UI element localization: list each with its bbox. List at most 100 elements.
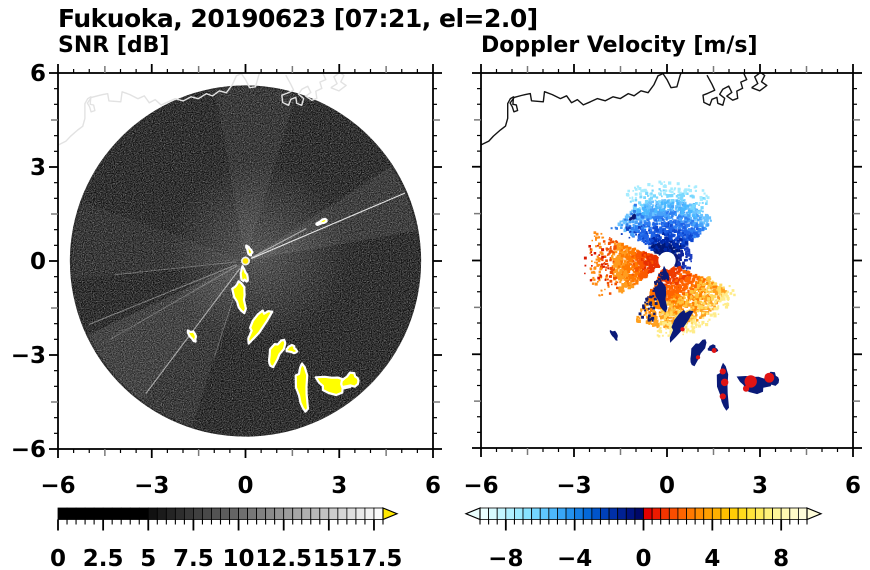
svg-text:15: 15: [313, 546, 345, 570]
doppler-colorbar-cell: [797, 507, 808, 520]
svg-text:4: 4: [704, 546, 720, 570]
snr-colorbar-cell: [373, 507, 384, 520]
doppler-colorbar-cell: [617, 507, 627, 520]
svg-text:0: 0: [635, 546, 651, 570]
doppler-colorbar-cell: [677, 507, 687, 520]
snr-axes: −6 −3 0 3 6 6 3 0 −3 −6: [11, 61, 442, 499]
doppler-colorbar-cell: [488, 507, 498, 520]
svg-text:17.5: 17.5: [346, 546, 403, 570]
svg-text:−4: −4: [557, 546, 592, 570]
doppler-red-patch: [764, 372, 775, 383]
doppler-red-patch: [680, 327, 685, 332]
coastline-right: [481, 73, 768, 146]
doppler-panel: [481, 73, 780, 411]
svg-text:6: 6: [30, 61, 46, 87]
doppler-colorbar-cell: [789, 507, 799, 520]
snr-colorbar-cell: [66, 507, 77, 520]
snr-colorbar-cell: [346, 507, 357, 520]
snr-colorbar-cell: [364, 507, 375, 520]
doppler-colorbar-cell: [557, 507, 567, 520]
snr-colorbar-cell: [57, 507, 68, 520]
coastline-left: [58, 73, 347, 146]
snr-echo-blob: [247, 309, 274, 345]
svg-text:−3: −3: [556, 473, 591, 499]
doppler-velocity-fans: [583, 180, 736, 338]
svg-text:6: 6: [425, 473, 441, 499]
snr-colorbar-cell: [328, 507, 339, 520]
snr-colorbar-cell: [310, 507, 321, 520]
snr-colorbar-cell: [229, 507, 239, 520]
coastline-path: [330, 73, 347, 92]
snr-colorbar-cell: [211, 507, 221, 520]
doppler-colorbar-cell: [634, 507, 644, 520]
svg-text:−3: −3: [134, 473, 169, 499]
svg-text:−6: −6: [463, 473, 498, 499]
doppler-colorbar-cell: [643, 507, 653, 520]
doppler-chain-blob: [662, 265, 670, 281]
snr-colorbar-cell: [337, 507, 348, 520]
doppler-red-patch: [711, 348, 717, 353]
doppler-stray-blob: [628, 213, 636, 221]
svg-text:−3: −3: [11, 343, 46, 369]
doppler-colorbar-cell: [600, 507, 610, 520]
doppler-colorbar-cell: [608, 507, 619, 520]
snr-colorbar-cell: [319, 507, 330, 520]
radar-site-dot: [242, 258, 249, 264]
svg-text:3: 3: [331, 473, 347, 499]
doppler-colorbar-cell: [625, 507, 636, 520]
svg-text:7.5: 7.5: [173, 546, 214, 570]
doppler-red-patch: [719, 368, 726, 375]
doppler-chain-blob: [690, 339, 707, 367]
snr-colorbar-cell: [174, 507, 185, 520]
doppler-colorbar-arrow-left: [464, 507, 481, 521]
snr-echo-chain: [186, 217, 360, 413]
doppler-colorbar-cell: [694, 507, 705, 520]
snr-colorbar-cell: [238, 507, 248, 520]
snr-colorbar-cell: [256, 507, 267, 520]
snr-echo-blob: [315, 217, 328, 226]
snr-panel-title: SNR [dB]: [58, 33, 170, 58]
snr-colorbar-cell: [283, 507, 294, 520]
doppler-colorbar-cell: [591, 507, 601, 520]
doppler-colorbar-cell: [548, 507, 558, 520]
doppler-colorbar-cell: [686, 507, 696, 520]
snr-colorbar-cell: [274, 507, 285, 520]
snr-colorbar-cell: [301, 507, 312, 520]
coastline-path: [751, 73, 768, 92]
doppler-colorbar-cell: [565, 507, 576, 520]
figure-title: Fukuoka, 20190623 [07:21, el=2.0]: [58, 4, 538, 33]
snr-colorbar-cell: [93, 507, 104, 520]
snr-colorbar-cell: [129, 507, 140, 520]
doppler-colorbar-cell: [522, 507, 533, 520]
snr-colorbar-cell: [183, 507, 194, 520]
svg-text:−6: −6: [40, 473, 75, 499]
snr-colorbar-cell: [156, 507, 167, 520]
doppler-red-patch: [742, 385, 750, 392]
snr-colorbar-cell: [84, 507, 95, 520]
svg-text:0: 0: [237, 473, 253, 499]
snr-echo-blob: [294, 362, 310, 413]
snr-colorbar-cell: [247, 507, 258, 520]
doppler-colorbar-cell: [496, 507, 507, 520]
snr-colorbar-cell: [75, 507, 86, 520]
coastline-path: [58, 73, 261, 146]
snr-colorbar-cell: [147, 507, 158, 520]
doppler-colorbar-cell: [754, 507, 765, 520]
doppler-red-patch: [695, 355, 701, 360]
snr-panel: [58, 73, 422, 437]
doppler-colorbar-cell: [737, 507, 748, 520]
doppler-center-hole: [658, 251, 676, 270]
doppler-colorbar-cell: [582, 507, 593, 520]
doppler-chain-blob: [716, 362, 729, 411]
doppler-colorbar-cell: [479, 507, 490, 520]
doppler-axes: −6 −3 0 3 6: [463, 64, 862, 499]
doppler-colorbar-cell: [703, 507, 713, 520]
doppler-colorbar-cell: [746, 507, 756, 520]
doppler-colorbar-cell: [660, 507, 670, 520]
doppler-colorbar-cell: [780, 507, 791, 520]
doppler-colorbar-cell: [531, 507, 541, 520]
snr-colorbar-cell: [355, 507, 366, 520]
doppler-chain-blob: [609, 329, 618, 341]
